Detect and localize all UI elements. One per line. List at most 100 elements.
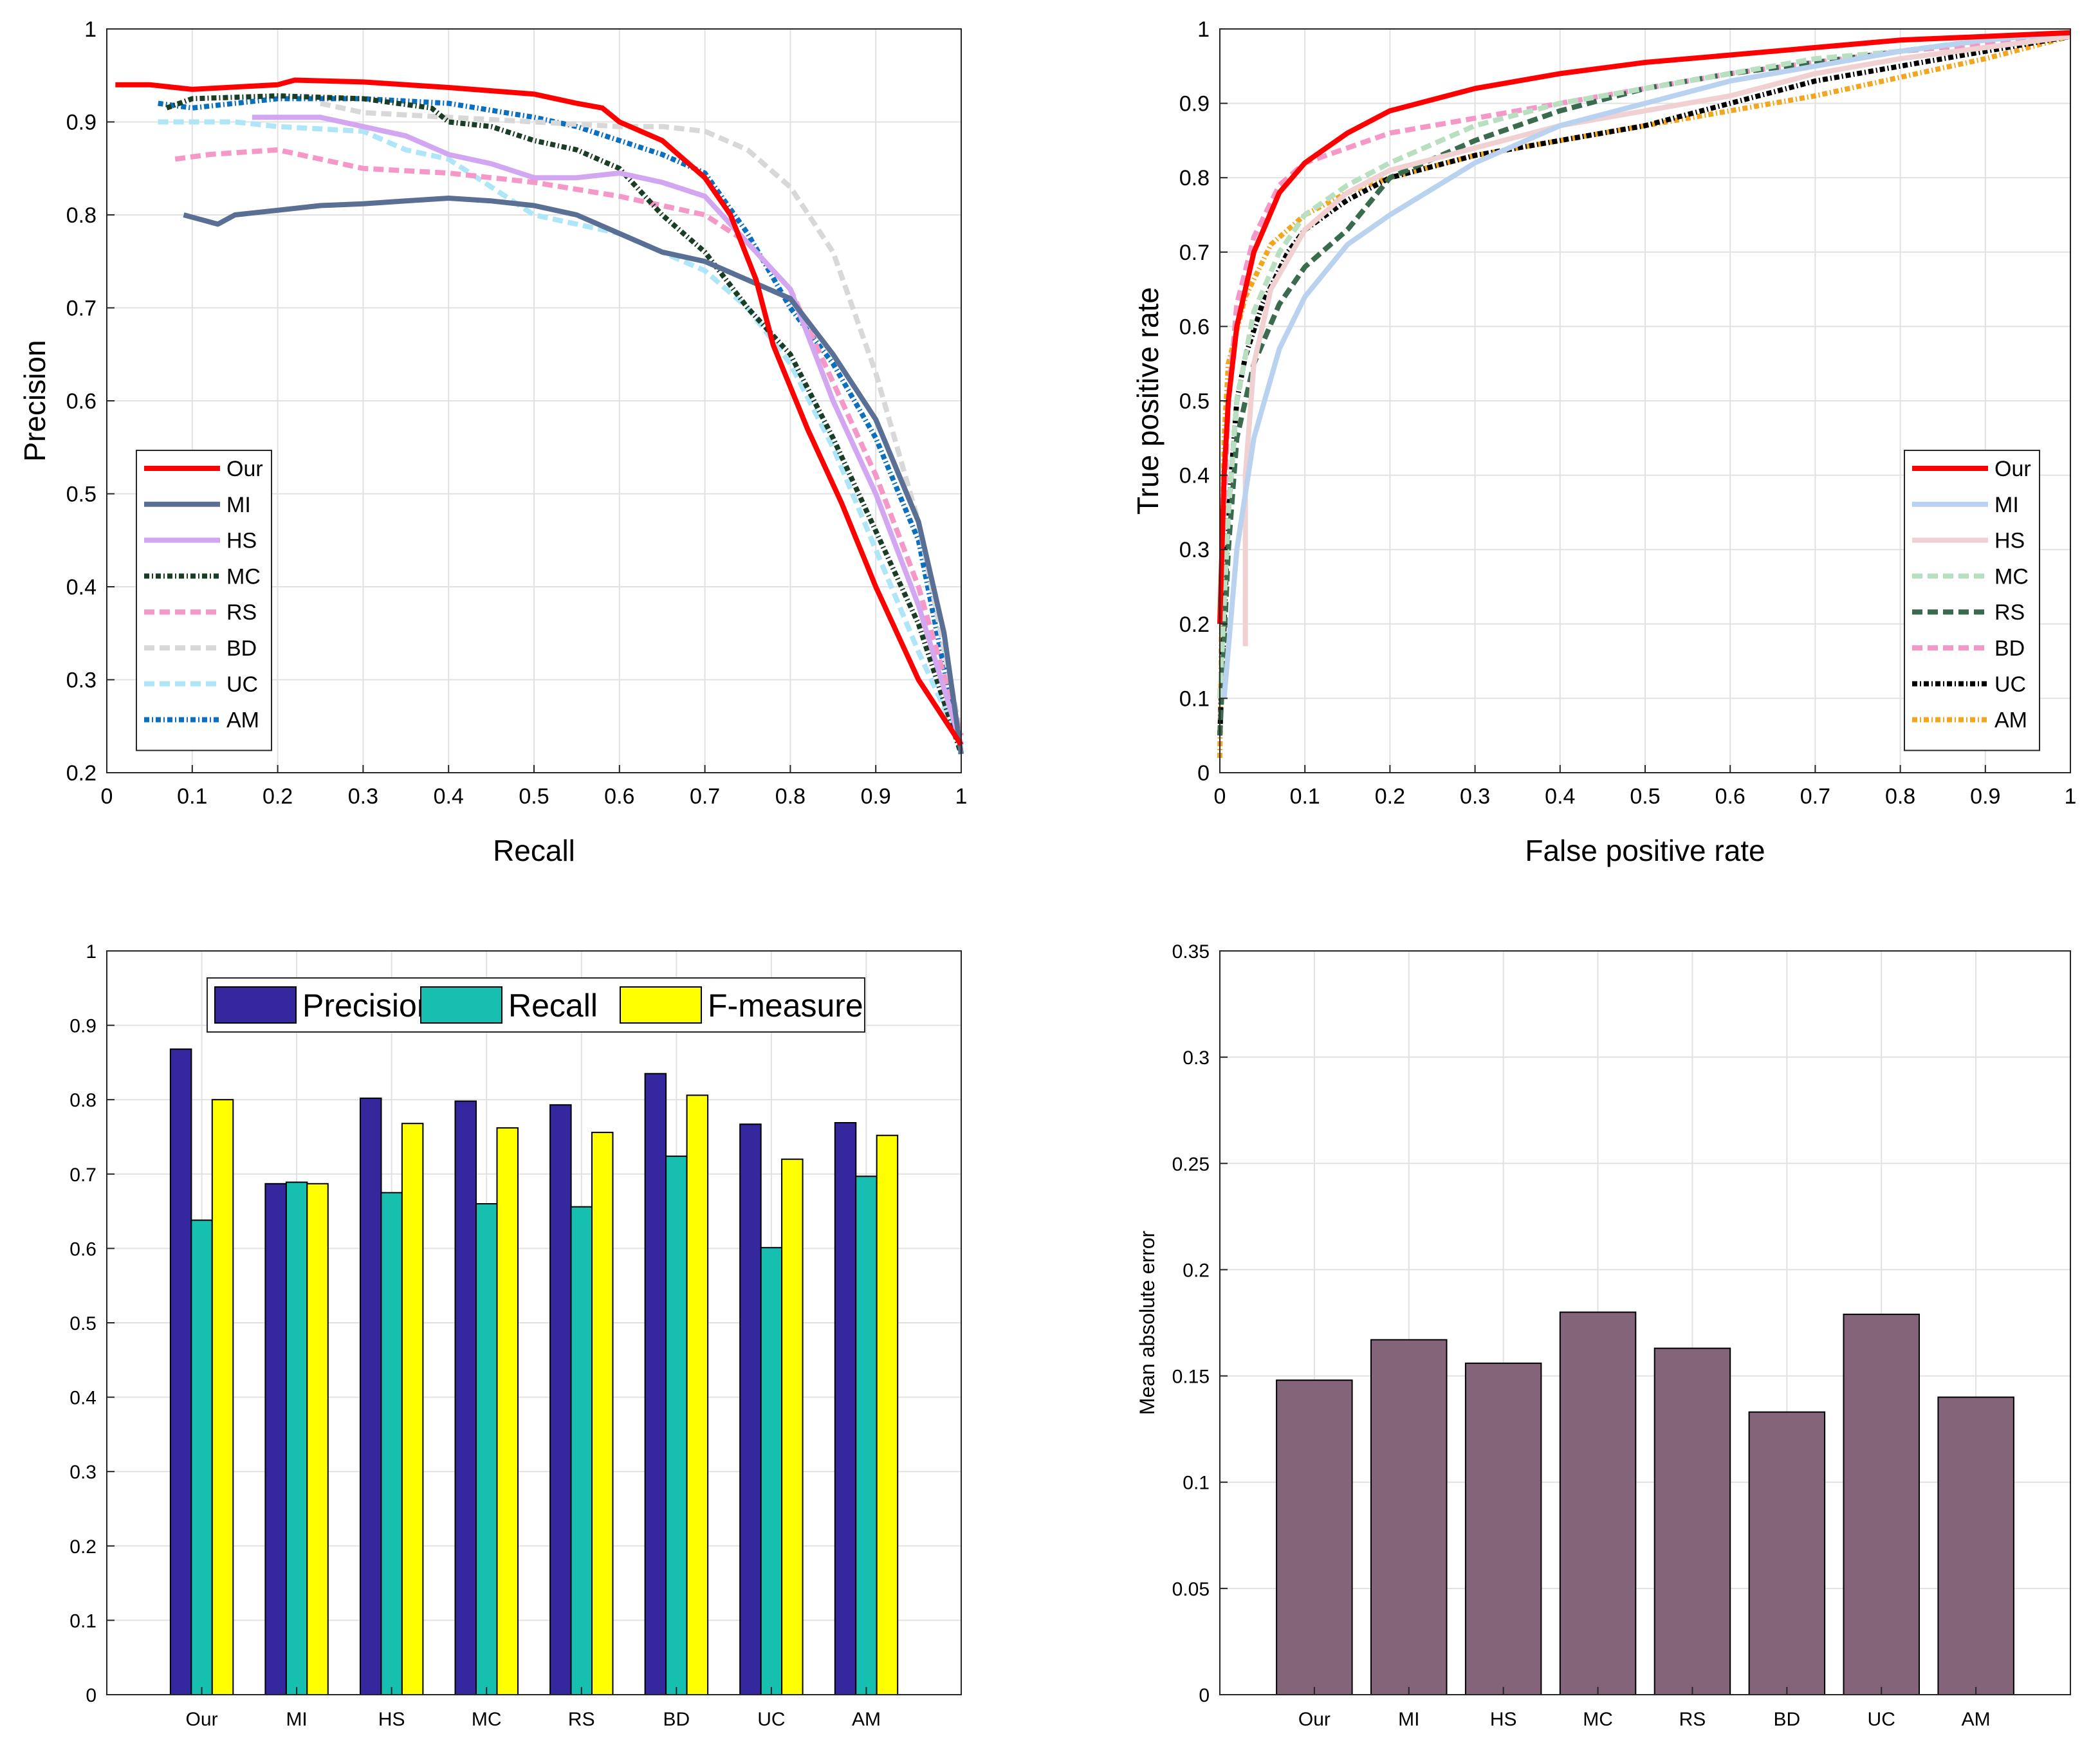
- bar-mi-recall: [285, 1181, 308, 1695]
- pr-x-tick-label: 0.9: [861, 784, 891, 809]
- bar-rs-recall: [570, 1206, 593, 1695]
- roc-x-tick-label: 0.8: [1885, 784, 1915, 809]
- mae-category-label-mc: MC: [1583, 1709, 1613, 1730]
- pr-x-tick-label: 0.4: [434, 784, 464, 809]
- pr-y-tick-label: 0.5: [66, 483, 97, 507]
- pr-y-tick-label: 0.4: [66, 575, 97, 600]
- roc-y-tick-label: 0.5: [1179, 389, 1210, 414]
- mae-y-tick-label: 0: [1199, 1685, 1210, 1706]
- bars-y-tick-label: 0.8: [69, 1090, 97, 1111]
- pr-x-axis-label: Recall: [493, 834, 575, 867]
- bars-category-label-uc: UC: [757, 1709, 785, 1730]
- mae-bar-bd: [1748, 1411, 1826, 1695]
- bar-rs-f-measure: [591, 1132, 614, 1695]
- roc-series-lines: [1217, 30, 2072, 758]
- pr-series-mc-line: [165, 93, 964, 755]
- pr-legend-box: [136, 450, 272, 751]
- mae-y-tick-label: 0.1: [1183, 1473, 1210, 1494]
- bar-bd-precision: [644, 1073, 667, 1695]
- roc-chart: 0 0.1 0.2 0.3 0.4 0.5 0.6 0.7 0.8 0.9 1 0 0.1 0.2 0.3 0…: [1131, 17, 2076, 867]
- roc-x-tick-label: 0.2: [1375, 784, 1405, 809]
- bars-y-tick-label: 0.6: [69, 1239, 97, 1260]
- mae-bar-mi: [1370, 1339, 1448, 1695]
- pr-y-tick-label: 0.6: [66, 389, 97, 414]
- pr-x-tick-label: 0.7: [690, 784, 720, 809]
- roc-x-tick-label: 0.1: [1290, 784, 1320, 809]
- pr-legend-label-mc: MC: [226, 564, 261, 589]
- roc-legend-label-uc: UC: [1994, 672, 2026, 697]
- precision-recall-chart: 0 0.1 0.2 0.3 0.4 0.5 0.6 0.7 0.8 0.9 1 0.2 0.3 0.4 0.…: [18, 17, 967, 867]
- bar-mi-precision: [264, 1183, 287, 1696]
- roc-series-hs-line: [1242, 33, 2071, 647]
- pr-legend-label-mi: MI: [226, 493, 251, 517]
- bars-ticks: 0 0.1 0.2 0.3 0.4 0.5 0.6 0.7 0.8 0.9 1 Our MI HS MC RS…: [69, 941, 881, 1730]
- bar-bd-recall: [665, 1156, 688, 1695]
- mae-y-tick-label: 0.25: [1172, 1154, 1210, 1175]
- pr-x-tick-label: 0.3: [348, 784, 378, 809]
- pr-legend-label-uc: UC: [226, 672, 258, 697]
- roc-y-tick-label: 0.1: [1179, 686, 1210, 711]
- pr-series-uc-line: [158, 119, 964, 746]
- roc-y-tick-label: 1: [1197, 17, 1210, 42]
- pr-legend: Our MI HS MC RS BD UC AM: [136, 450, 272, 751]
- bars-category-label-mi: MI: [286, 1709, 307, 1730]
- pr-x-tick-label: 0.6: [604, 784, 634, 809]
- roc-legend-label-mc: MC: [1994, 564, 2029, 589]
- pr-x-tick-label: 0.2: [262, 784, 293, 809]
- bar-mc-precision: [454, 1100, 477, 1695]
- mae-category-label-uc: UC: [1868, 1709, 1895, 1730]
- pr-series-rs-line: [174, 147, 964, 737]
- bars-legend-swatch-recall: [420, 986, 502, 1024]
- mae-y-tick-label: 0.15: [1172, 1367, 1210, 1388]
- mae-axes-box: [1219, 950, 2071, 1695]
- roc-legend-box: [1904, 450, 2040, 751]
- roc-x-tick-label: 0.7: [1800, 784, 1830, 809]
- mae-bar-uc: [1843, 1313, 1920, 1696]
- pr-series-our-line: [115, 77, 964, 746]
- bars-legend: Precision Recall F-measure: [207, 977, 865, 1033]
- bars-legend-swatch-precision: [214, 986, 297, 1024]
- roc-series-our-line: [1217, 30, 2071, 624]
- mae-bar-chart: 0 0.05 0.1 0.15 0.2 0.25 0.3 0.35 Our MI HS MC RS BD U…: [1136, 941, 2071, 1730]
- mae-y-tick-label: 0.05: [1172, 1579, 1210, 1600]
- mae-category-label-our: Our: [1298, 1709, 1331, 1730]
- roc-ticks: 0 0.1 0.2 0.3 0.4 0.5 0.6 0.7 0.8 0.9 1 0 0.1 0.2 0.3 0…: [1179, 17, 2077, 809]
- roc-legend-label-rs: RS: [1994, 600, 2025, 625]
- pr-legend-label-bd: BD: [226, 636, 257, 661]
- bar-mc-f-measure: [496, 1127, 519, 1695]
- bar-hs-precision: [360, 1097, 382, 1695]
- pr-x-tick-label: 0.5: [519, 784, 549, 809]
- bar-uc-f-measure: [781, 1158, 804, 1695]
- bars-legend-box: [207, 977, 865, 1033]
- roc-legend-label-mi: MI: [1994, 493, 2019, 517]
- roc-x-tick-label: 0: [1214, 784, 1226, 809]
- mae-y-tick-label: 0.3: [1183, 1047, 1210, 1069]
- roc-y-tick-label: 0.6: [1179, 315, 1210, 339]
- pr-legend-label-am: AM: [226, 708, 259, 733]
- bar-am-f-measure: [876, 1134, 899, 1695]
- roc-legend-label-am: AM: [1994, 708, 2027, 733]
- roc-series-mi-line: [1221, 30, 2071, 699]
- bars-category-label-hs: HS: [378, 1709, 405, 1730]
- roc-y-axis-label: True positive rate: [1131, 287, 1165, 515]
- mae-y-axis-label: Mean absolute error: [1136, 1230, 1159, 1415]
- roc-x-tick-label: 0.4: [1545, 784, 1575, 809]
- bar-am-recall: [855, 1175, 878, 1696]
- mae-category-label-rs: RS: [1679, 1709, 1706, 1730]
- bars-category-label-bd: BD: [663, 1709, 690, 1730]
- roc-legend: Our MI HS MC RS BD UC AM: [1904, 450, 2040, 751]
- mae-bar-hs: [1464, 1362, 1542, 1696]
- pr-x-tick-label: 0.1: [177, 784, 207, 809]
- metrics-bar-chart: 0 0.1 0.2 0.3 0.4 0.5 0.6 0.7 0.8 0.9 1 Our MI HS MC RS…: [69, 941, 962, 1730]
- pr-series-lines: [115, 77, 964, 755]
- bar-am-precision: [834, 1122, 857, 1695]
- mae-bar-our: [1276, 1379, 1353, 1695]
- pr-x-tick-label: 0.8: [775, 784, 806, 809]
- pr-x-tick-label: 0: [101, 784, 113, 809]
- pr-series-bd-line: [320, 100, 964, 736]
- bars-y-tick-label: 0.3: [69, 1462, 97, 1483]
- bars-legend-label-recall: Recall: [508, 988, 598, 1024]
- bars-category-label-our: Our: [186, 1709, 218, 1730]
- bars-y-tick-label: 0.5: [69, 1313, 97, 1334]
